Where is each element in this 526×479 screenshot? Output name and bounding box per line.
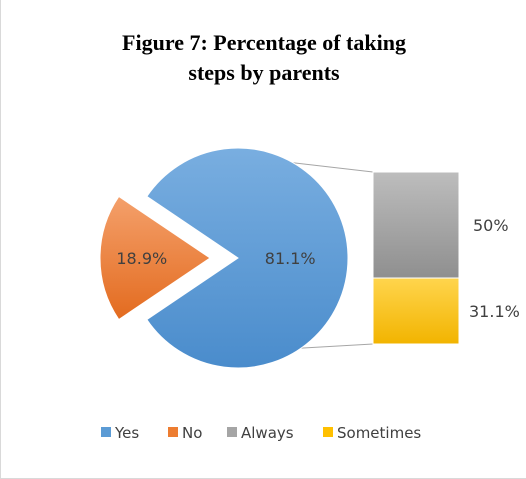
connector-line-bottom bbox=[301, 343, 374, 349]
pie-slice-no bbox=[99, 195, 211, 321]
legend-swatch-sometimes bbox=[323, 427, 333, 437]
legend-label-always: Always bbox=[241, 424, 294, 442]
chart-title-line-2: steps by parents bbox=[188, 60, 340, 85]
chart-title-line-1: Figure 7: Percentage of taking bbox=[122, 30, 406, 55]
bar-segment-always bbox=[372, 171, 460, 279]
pie-label-no: 18.9% bbox=[116, 249, 167, 268]
legend-swatch-yes bbox=[101, 427, 111, 437]
legend-label-sometimes: Sometimes bbox=[337, 424, 421, 442]
legend-swatch-always bbox=[227, 427, 237, 437]
legend-label-yes: Yes bbox=[114, 424, 139, 442]
legend: Yes No Always Sometimes bbox=[101, 424, 421, 442]
pie-label-yes: 81.1% bbox=[265, 249, 316, 268]
legend-swatch-no bbox=[168, 427, 178, 437]
bar-label-always: 50% bbox=[473, 216, 509, 235]
connector-line-top bbox=[292, 162, 374, 173]
bar-label-sometimes: 31.1% bbox=[469, 302, 520, 321]
legend-label-no: No bbox=[182, 424, 202, 442]
pie-slice-yes bbox=[146, 147, 349, 369]
bar-segment-sometimes bbox=[372, 277, 460, 345]
